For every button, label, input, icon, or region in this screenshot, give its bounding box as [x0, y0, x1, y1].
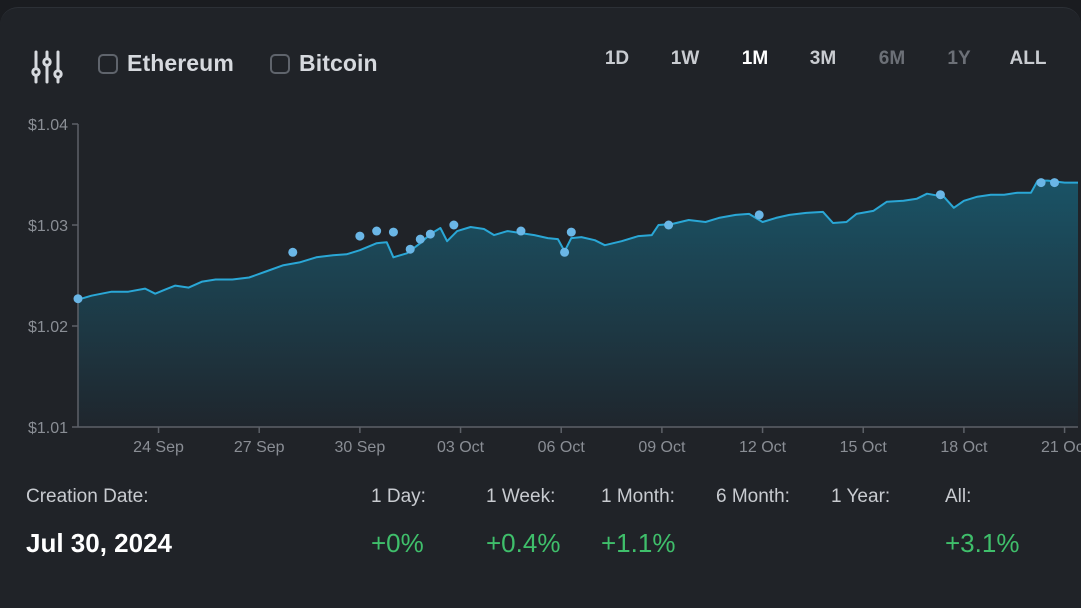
data-point-marker	[388, 227, 398, 237]
range-1y: 1Y	[947, 48, 971, 69]
filter-sliders-icon[interactable]	[28, 48, 66, 86]
stat-1-day: 1 Day: +0%	[371, 486, 426, 558]
stat-creation-date: Creation Date: Jul 30, 2024	[26, 486, 172, 558]
data-point-marker	[425, 229, 435, 239]
x-tick-label: 03 Oct	[437, 439, 485, 456]
price-card: Ethereum Bitcoin 1D 1W 1M 3M 6M 1Y ALL $…	[0, 7, 1081, 608]
x-tick-label: 15 Oct	[840, 439, 888, 456]
stat-creation-value: Jul 30, 2024	[26, 528, 172, 558]
data-point-marker	[935, 190, 945, 200]
x-tick-label: 24 Sep	[133, 439, 184, 456]
ethereum-checkbox[interactable]: Ethereum	[98, 50, 234, 77]
stat-1-day-label: 1 Day:	[371, 486, 426, 507]
x-tick-label: 18 Oct	[940, 439, 988, 456]
range-3m[interactable]: 3M	[809, 48, 837, 69]
stat-1-month-value: +1.1%	[601, 528, 676, 558]
series-area	[78, 180, 1078, 427]
data-point-marker	[664, 220, 674, 230]
stat-1-day-value: +0%	[371, 528, 424, 558]
data-point-marker	[405, 244, 415, 254]
range-1w[interactable]: 1W	[670, 48, 700, 69]
stat-6-month: 6 Month:	[716, 486, 790, 508]
stat-1-week-label: 1 Week:	[486, 486, 556, 507]
chart-toolbar: Ethereum Bitcoin 1D 1W 1M 3M 6M 1Y ALL	[0, 8, 1081, 108]
data-point-marker	[288, 247, 298, 257]
data-point-marker	[566, 227, 576, 237]
x-tick-label: 21 Oct	[1041, 439, 1081, 456]
data-point-marker	[516, 226, 526, 236]
range-1d[interactable]: 1D	[604, 48, 630, 69]
range-all[interactable]: ALL	[1009, 48, 1047, 69]
x-tick-label: 27 Sep	[234, 439, 285, 456]
stat-all-label: All:	[945, 486, 972, 507]
ethereum-checkbox-box[interactable]	[98, 53, 118, 74]
stat-creation-label: Creation Date:	[26, 486, 149, 507]
y-tick-label: $1.04	[28, 117, 68, 134]
stat-all-value: +3.1%	[945, 528, 1020, 558]
bitcoin-checkbox-box[interactable]	[270, 53, 290, 74]
data-point-marker	[1036, 178, 1046, 188]
y-tick-label: $1.02	[28, 319, 68, 336]
ethereum-checkbox-label: Ethereum	[127, 50, 234, 76]
bitcoin-checkbox[interactable]: Bitcoin	[270, 50, 378, 77]
y-tick-label: $1.03	[28, 218, 68, 235]
data-point-marker	[754, 210, 764, 220]
stat-1-week-value: +0.4%	[486, 528, 561, 558]
stat-1-month: 1 Month: +1.1%	[601, 486, 675, 558]
data-point-marker	[372, 226, 382, 236]
series-line	[77, 179, 1078, 301]
data-point-marker	[449, 220, 459, 230]
data-point-marker	[1050, 178, 1060, 188]
x-tick-label: 12 Oct	[739, 439, 787, 456]
range-1m[interactable]: 1M	[741, 48, 769, 69]
stat-1-year: 1 Year:	[831, 486, 890, 508]
x-tick-label: 30 Sep	[335, 439, 386, 456]
data-point-marker	[560, 247, 570, 257]
stat-all: All: +3.1%	[945, 486, 1019, 558]
x-tick-label: 09 Oct	[638, 439, 686, 456]
x-tick-label: 06 Oct	[538, 439, 586, 456]
stat-1-week: 1 Week: +0.4%	[486, 486, 560, 558]
stat-1-month-label: 1 Month:	[601, 486, 675, 507]
stat-1-year-label: 1 Year:	[831, 486, 891, 507]
price-chart: $1.01 $1.02 $1.03 $1.04 24 Sep 27 Sep 30 Sep 03…	[28, 117, 1081, 456]
y-tick-label: $1.01	[28, 420, 68, 437]
bitcoin-checkbox-label: Bitcoin	[299, 50, 378, 76]
stats-panel: Creation Date: Jul 30, 2024 1 Day: +0% 1…	[0, 486, 1081, 596]
stat-6-month-label: 6 Month:	[716, 486, 790, 507]
data-point-marker	[355, 231, 365, 241]
data-point-marker	[73, 294, 83, 304]
data-point-marker	[415, 234, 425, 244]
range-6m: 6M	[878, 48, 906, 69]
